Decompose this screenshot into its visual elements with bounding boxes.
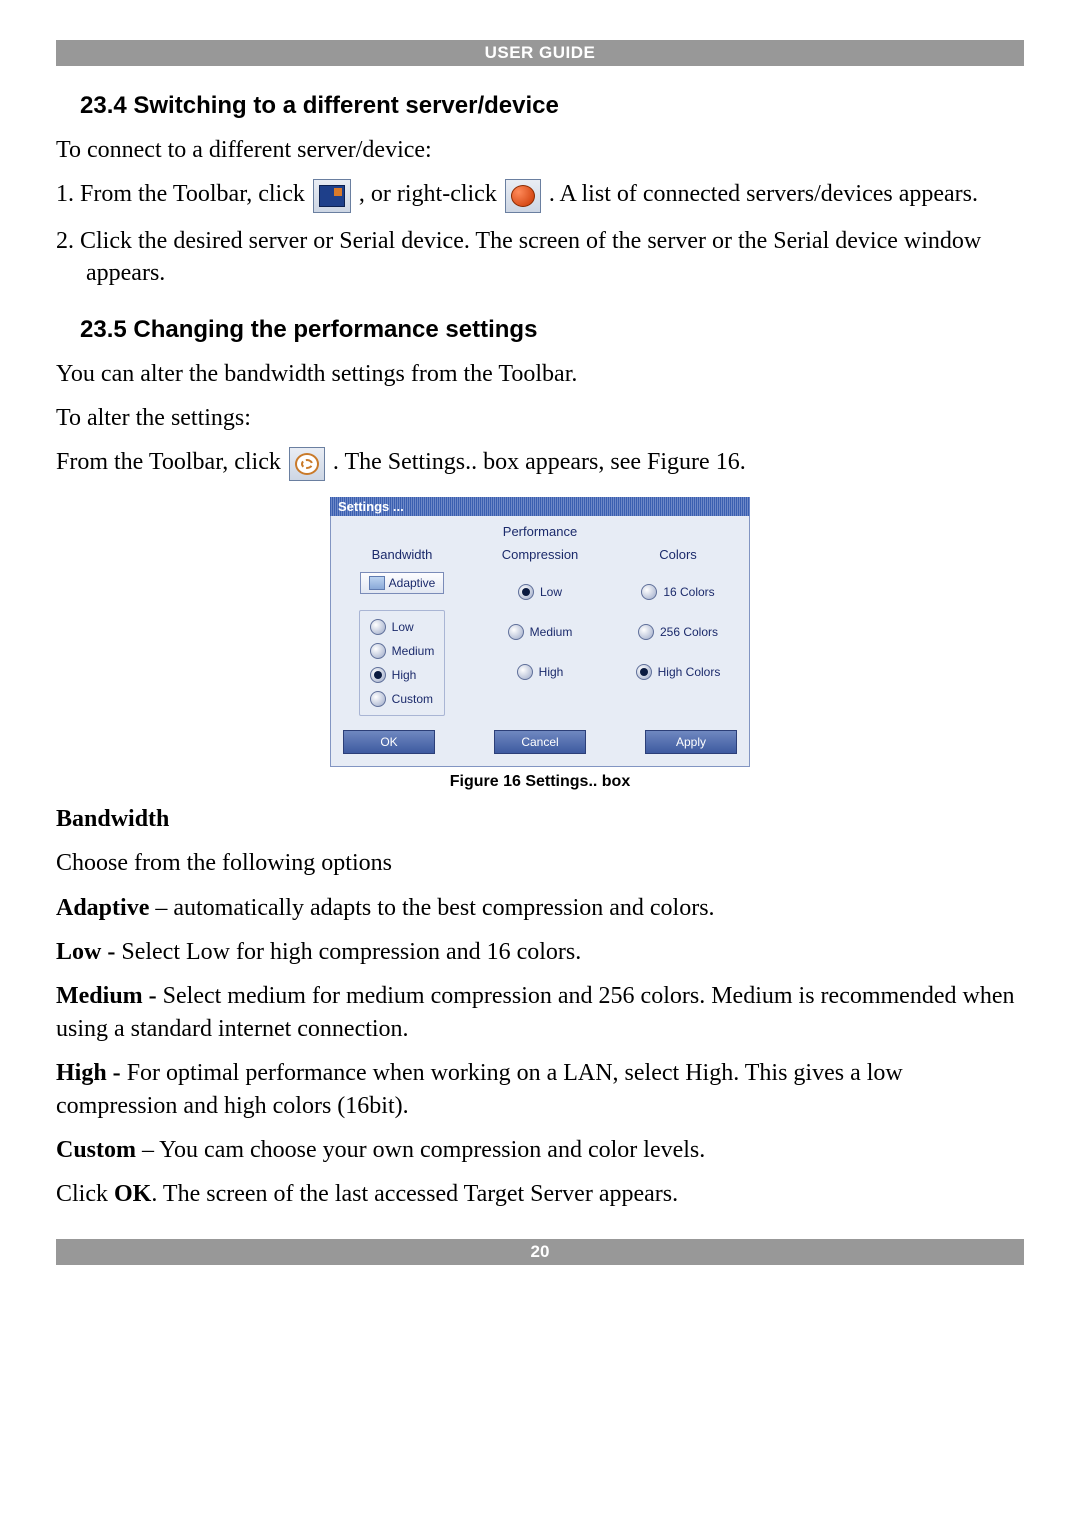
bandwidth-options: Low Medium High Custom	[359, 610, 446, 716]
section-234-step1: 1. From the Toolbar, click , or right-cl…	[56, 178, 1024, 212]
dialog-columns: Bandwidth Adaptive Low Medium High Custo…	[343, 547, 737, 716]
section-235-line1: You can alter the bandwidth settings fro…	[56, 358, 1024, 390]
dialog-tab-label: Performance	[343, 524, 737, 539]
toolbar-dropdown-icon	[313, 179, 351, 213]
dialog-button-row: OK Cancel Apply	[343, 730, 737, 754]
radio-icon	[370, 691, 386, 707]
radio-icon	[370, 619, 386, 635]
footer-bar: 20	[56, 1239, 1024, 1265]
bandwidth-high: High - For optimal performance when work…	[56, 1057, 1024, 1122]
step1-text-b: , or right-click	[359, 181, 503, 207]
radio-icon	[518, 584, 534, 600]
bandwidth-custom: Custom – You cam choose your own compres…	[56, 1134, 1024, 1166]
colors-column: Colors 16 Colors 256 Colors High Colors	[619, 547, 737, 716]
step1-text-c: . A list of connected servers/devices ap…	[549, 181, 978, 207]
radio-icon	[641, 584, 657, 600]
bandwidth-column: Bandwidth Adaptive Low Medium High Custo…	[343, 547, 461, 716]
colors-col-title: Colors	[659, 547, 697, 562]
globe-icon	[505, 179, 541, 213]
colors-opt-256[interactable]: 256 Colors	[638, 624, 718, 640]
header-bar: USER GUIDE	[56, 40, 1024, 66]
adaptive-button[interactable]: Adaptive	[360, 572, 445, 594]
compression-column: Compression Low Medium High	[481, 547, 599, 716]
radio-icon	[636, 664, 652, 680]
step1-text-a: 1. From the Toolbar, click	[56, 181, 311, 207]
page-number: 20	[531, 1242, 550, 1261]
header-title: USER GUIDE	[485, 43, 596, 62]
dialog-body: Performance Bandwidth Adaptive Low Mediu…	[330, 516, 750, 767]
bandwidth-col-title: Bandwidth	[372, 547, 433, 562]
click-ok-line: Click OK. The screen of the last accesse…	[56, 1178, 1024, 1210]
section-235-line3: From the Toolbar, click . The Settings..…	[56, 446, 1024, 480]
bandwidth-opt-low[interactable]: Low	[370, 619, 435, 635]
colors-opt-high[interactable]: High Colors	[636, 664, 721, 680]
compression-opt-low[interactable]: Low	[518, 584, 562, 600]
page: USER GUIDE 23.4 Switching to a different…	[0, 0, 1080, 1285]
bandwidth-opt-medium[interactable]: Medium	[370, 643, 435, 659]
bandwidth-intro: Choose from the following options	[56, 847, 1024, 879]
adaptive-label: Adaptive	[389, 576, 436, 590]
bandwidth-opt-custom[interactable]: Custom	[370, 691, 435, 707]
ok-button[interactable]: OK	[343, 730, 435, 754]
settings-dialog-figure: Settings ... Performance Bandwidth Adapt…	[56, 497, 1024, 791]
section-235-heading: 23.5 Changing the performance settings	[80, 316, 1024, 344]
section-234-intro: To connect to a different server/device:	[56, 134, 1024, 166]
bandwidth-low: Low - Select Low for high compression an…	[56, 936, 1024, 968]
radio-icon	[370, 643, 386, 659]
bandwidth-opt-high[interactable]: High	[370, 667, 435, 683]
line3-a: From the Toolbar, click	[56, 449, 287, 475]
compression-opt-medium[interactable]: Medium	[508, 624, 573, 640]
apply-button[interactable]: Apply	[645, 730, 737, 754]
section-234-heading: 23.4 Switching to a different server/dev…	[80, 92, 1024, 120]
compression-opt-high[interactable]: High	[517, 664, 564, 680]
bandwidth-medium: Medium - Select medium for medium compre…	[56, 980, 1024, 1045]
colors-opt-16[interactable]: 16 Colors	[641, 584, 714, 600]
radio-icon	[517, 664, 533, 680]
radio-icon	[370, 667, 386, 683]
bandwidth-heading: Bandwidth	[56, 803, 1024, 835]
section-235-line2: To alter the settings:	[56, 402, 1024, 434]
settings-dialog: Settings ... Performance Bandwidth Adapt…	[330, 497, 750, 767]
section-234-step2: 2. Click the desired server or Serial de…	[56, 225, 1024, 290]
cancel-button[interactable]: Cancel	[494, 730, 586, 754]
dialog-titlebar: Settings ...	[330, 497, 750, 516]
settings-gear-icon	[289, 447, 325, 481]
radio-icon	[508, 624, 524, 640]
compression-col-title: Compression	[502, 547, 579, 562]
bandwidth-adaptive: Adaptive – automatically adapts to the b…	[56, 892, 1024, 924]
figure-caption: Figure 16 Settings.. box	[450, 773, 630, 791]
line3-b: . The Settings.. box appears, see Figure…	[333, 449, 746, 475]
radio-icon	[638, 624, 654, 640]
dialog-title: Settings ...	[338, 499, 404, 514]
adaptive-mini-icon	[369, 576, 385, 590]
